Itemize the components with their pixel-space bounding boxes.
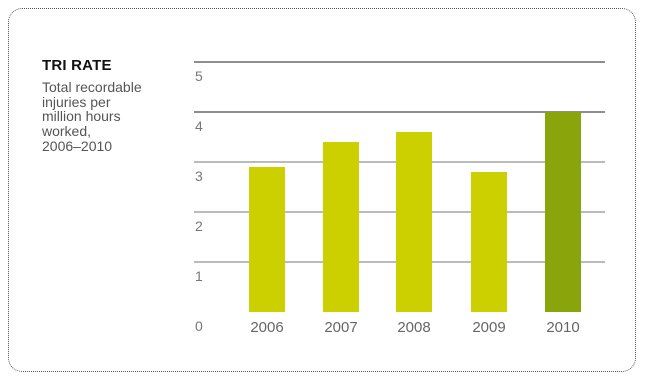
bar-2008 (396, 132, 432, 312)
bar-2007 (323, 142, 359, 312)
x-tick-label-2009: 2009 (472, 319, 505, 336)
y-tick-label-5: 5 (195, 68, 203, 84)
chart-frame (8, 8, 636, 372)
x-tick-label-2007: 2007 (324, 319, 357, 336)
x-tick-label-2008: 2008 (397, 319, 430, 336)
y-tick-label-0: 0 (195, 318, 203, 334)
y-tick-label-1: 1 (195, 268, 203, 284)
y-tick-label-2: 2 (195, 218, 203, 234)
bar-2006 (249, 167, 285, 312)
y-tick-label-3: 3 (195, 168, 203, 184)
chart-title: TRI RATE (42, 57, 112, 74)
chart-subtitle: Total recordable injuries per million ho… (42, 79, 142, 154)
bars (249, 112, 581, 312)
x-tick-label-2006: 2006 (250, 319, 283, 336)
y-tick-labels: 0 1 2 3 4 5 (195, 68, 203, 334)
x-tick-label-2010: 2010 (546, 319, 579, 336)
y-tick-label-4: 4 (195, 118, 203, 134)
bar-2010 (545, 112, 581, 312)
bar-2009 (471, 172, 507, 312)
x-tick-labels: 2006 2007 2008 2009 2010 (250, 319, 579, 336)
